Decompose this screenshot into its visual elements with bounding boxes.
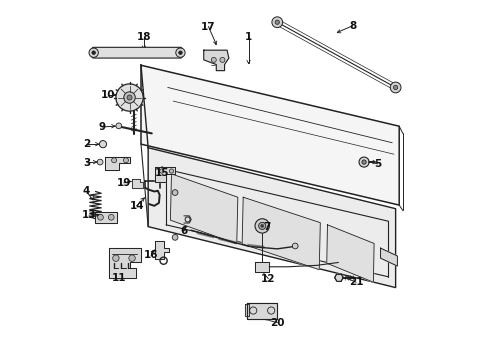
- Circle shape: [113, 255, 119, 261]
- Circle shape: [170, 169, 173, 173]
- Text: 1: 1: [245, 32, 252, 41]
- Circle shape: [108, 215, 114, 220]
- Circle shape: [359, 157, 369, 167]
- Text: 8: 8: [349, 21, 356, 31]
- Text: 6: 6: [180, 226, 188, 236]
- Circle shape: [390, 82, 401, 93]
- Circle shape: [123, 158, 128, 163]
- FancyBboxPatch shape: [92, 47, 182, 58]
- Circle shape: [89, 48, 98, 57]
- Circle shape: [124, 92, 135, 103]
- Text: 2: 2: [84, 139, 91, 149]
- Circle shape: [362, 160, 366, 164]
- Polygon shape: [155, 241, 169, 259]
- Circle shape: [176, 48, 185, 57]
- Circle shape: [99, 140, 107, 148]
- Polygon shape: [335, 274, 343, 281]
- Circle shape: [393, 85, 398, 90]
- Circle shape: [97, 159, 103, 165]
- Polygon shape: [204, 50, 229, 71]
- Circle shape: [116, 84, 143, 111]
- Circle shape: [261, 225, 264, 227]
- Circle shape: [211, 57, 216, 62]
- Text: 10: 10: [101, 90, 115, 100]
- Text: 15: 15: [154, 168, 169, 178]
- Text: 17: 17: [201, 22, 216, 32]
- Polygon shape: [255, 262, 270, 272]
- Circle shape: [220, 57, 225, 62]
- Text: 7: 7: [263, 222, 270, 231]
- Circle shape: [172, 190, 178, 195]
- Text: 5: 5: [374, 159, 381, 169]
- Circle shape: [272, 17, 283, 28]
- Polygon shape: [327, 225, 374, 282]
- Text: 11: 11: [112, 273, 126, 283]
- Polygon shape: [141, 65, 399, 205]
- Circle shape: [259, 222, 266, 229]
- Text: 18: 18: [137, 32, 151, 42]
- Text: 16: 16: [144, 250, 158, 260]
- Text: 21: 21: [349, 277, 364, 287]
- Polygon shape: [242, 197, 320, 270]
- Text: 9: 9: [98, 122, 106, 132]
- Polygon shape: [148, 148, 395, 288]
- Circle shape: [255, 219, 270, 233]
- Circle shape: [127, 95, 132, 100]
- Polygon shape: [245, 305, 248, 316]
- Circle shape: [179, 51, 182, 54]
- Text: 3: 3: [84, 158, 91, 168]
- Text: 19: 19: [117, 178, 131, 188]
- Circle shape: [92, 51, 96, 54]
- Circle shape: [129, 255, 135, 261]
- Polygon shape: [155, 167, 175, 182]
- Circle shape: [293, 243, 298, 249]
- Text: 14: 14: [129, 201, 144, 211]
- Text: 13: 13: [82, 210, 96, 220]
- Polygon shape: [381, 248, 397, 266]
- Polygon shape: [95, 212, 117, 223]
- Polygon shape: [105, 157, 130, 170]
- Text: 4: 4: [83, 186, 90, 197]
- Polygon shape: [132, 179, 143, 188]
- Polygon shape: [109, 248, 141, 278]
- Text: 12: 12: [261, 274, 275, 284]
- Circle shape: [275, 20, 279, 24]
- Circle shape: [172, 234, 178, 240]
- Text: 20: 20: [270, 318, 285, 328]
- Circle shape: [116, 123, 122, 129]
- Circle shape: [160, 169, 164, 173]
- Circle shape: [98, 215, 103, 220]
- Polygon shape: [171, 174, 238, 244]
- Polygon shape: [247, 303, 277, 319]
- Circle shape: [112, 158, 117, 163]
